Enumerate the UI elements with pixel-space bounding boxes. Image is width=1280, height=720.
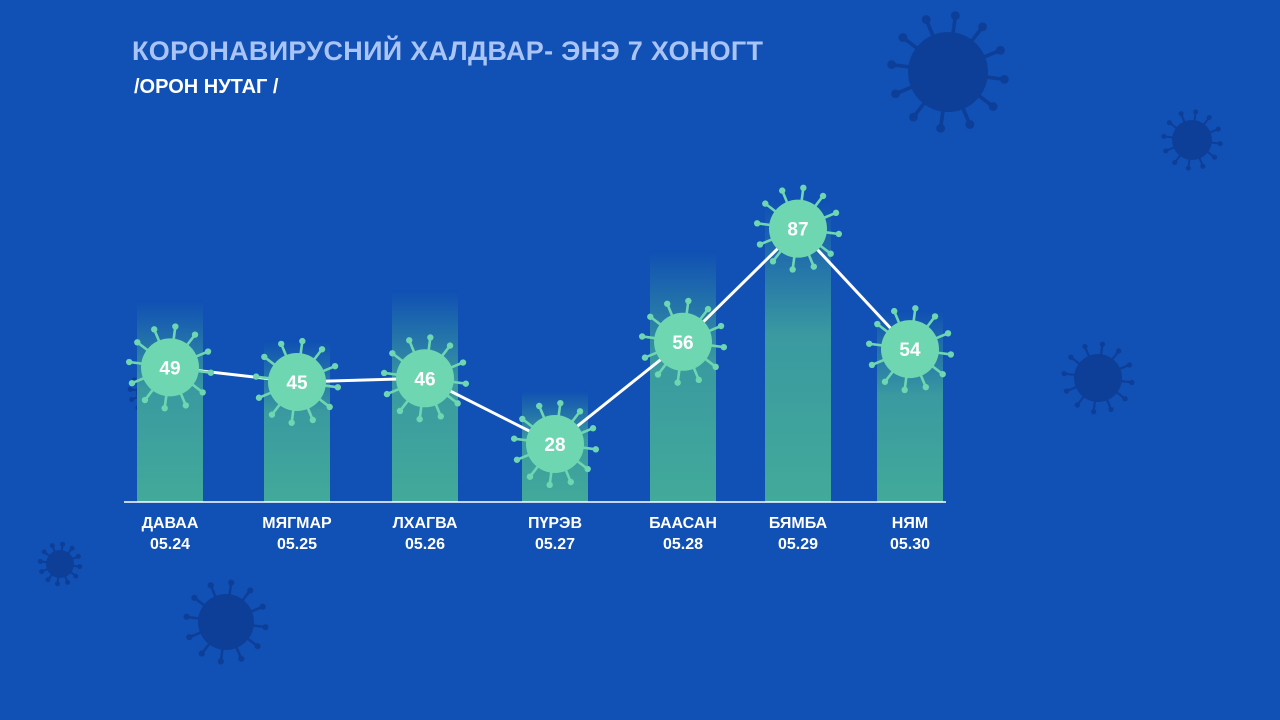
x-tick-date-2: 05.25 — [277, 536, 317, 553]
virus-marker-3 — [380, 334, 470, 423]
chart-subtitle: /ОРОН НУТАГ / — [134, 76, 279, 98]
virus-marker-2 — [252, 337, 342, 426]
decor-virus-4 — [183, 579, 269, 665]
x-tick-day-2: МЯГМАР — [262, 515, 332, 532]
x-tick-date-6: 05.29 — [778, 536, 818, 553]
x-tick-day-7: НЯМ — [892, 515, 928, 532]
virus-markers-group: 49 45 46 28 56 87 54 — [125, 184, 955, 489]
decor-virus-3 — [1061, 341, 1135, 415]
x-tick-day-3: ЛХАГВА — [393, 515, 458, 532]
bars-group — [137, 200, 943, 502]
background-virus-decorations — [37, 11, 1223, 665]
virus-marker-5 — [638, 297, 728, 386]
x-tick-date-5: 05.28 — [663, 536, 703, 553]
x-tick-day-5: БААСАН — [649, 515, 717, 532]
decor-virus-1 — [887, 11, 1009, 133]
x-tick-day-1: ДАВАА — [142, 515, 199, 532]
virus-marker-7 — [865, 305, 955, 394]
bar-5 — [650, 250, 716, 502]
x-tick-date-4: 05.27 — [535, 536, 575, 553]
data-label-4: 28 — [544, 435, 565, 456]
virus-marker-4 — [510, 399, 600, 489]
x-tick-date-3: 05.26 — [405, 536, 445, 553]
x-tick-day-4: ПҮРЭВ — [528, 515, 582, 532]
x-tick-date-7: 05.30 — [890, 536, 930, 553]
x-tick-date-1: 05.24 — [150, 536, 190, 553]
virus-marker-1 — [125, 323, 215, 412]
data-label-3: 46 — [414, 369, 435, 390]
virus-marker-6 — [753, 184, 843, 273]
x-axis-labels: ДАВАА 05.24 МЯГМАР 05.25 ЛХАГВА 05.26 ПҮРЭВ 05.… — [142, 515, 931, 553]
data-label-5: 56 — [672, 333, 693, 354]
data-label-6: 87 — [787, 220, 808, 241]
data-label-1: 49 — [159, 358, 180, 379]
data-label-7: 54 — [899, 340, 921, 361]
decor-virus-5 — [37, 541, 83, 587]
decor-virus-2 — [1161, 109, 1223, 171]
chart-title: КОРОНАВИРУСНИЙ ХАЛДВАР- ЭНЭ 7 ХОНОГТ — [132, 36, 764, 66]
x-tick-day-6: БЯМБА — [769, 515, 828, 532]
data-label-2: 45 — [286, 373, 308, 394]
